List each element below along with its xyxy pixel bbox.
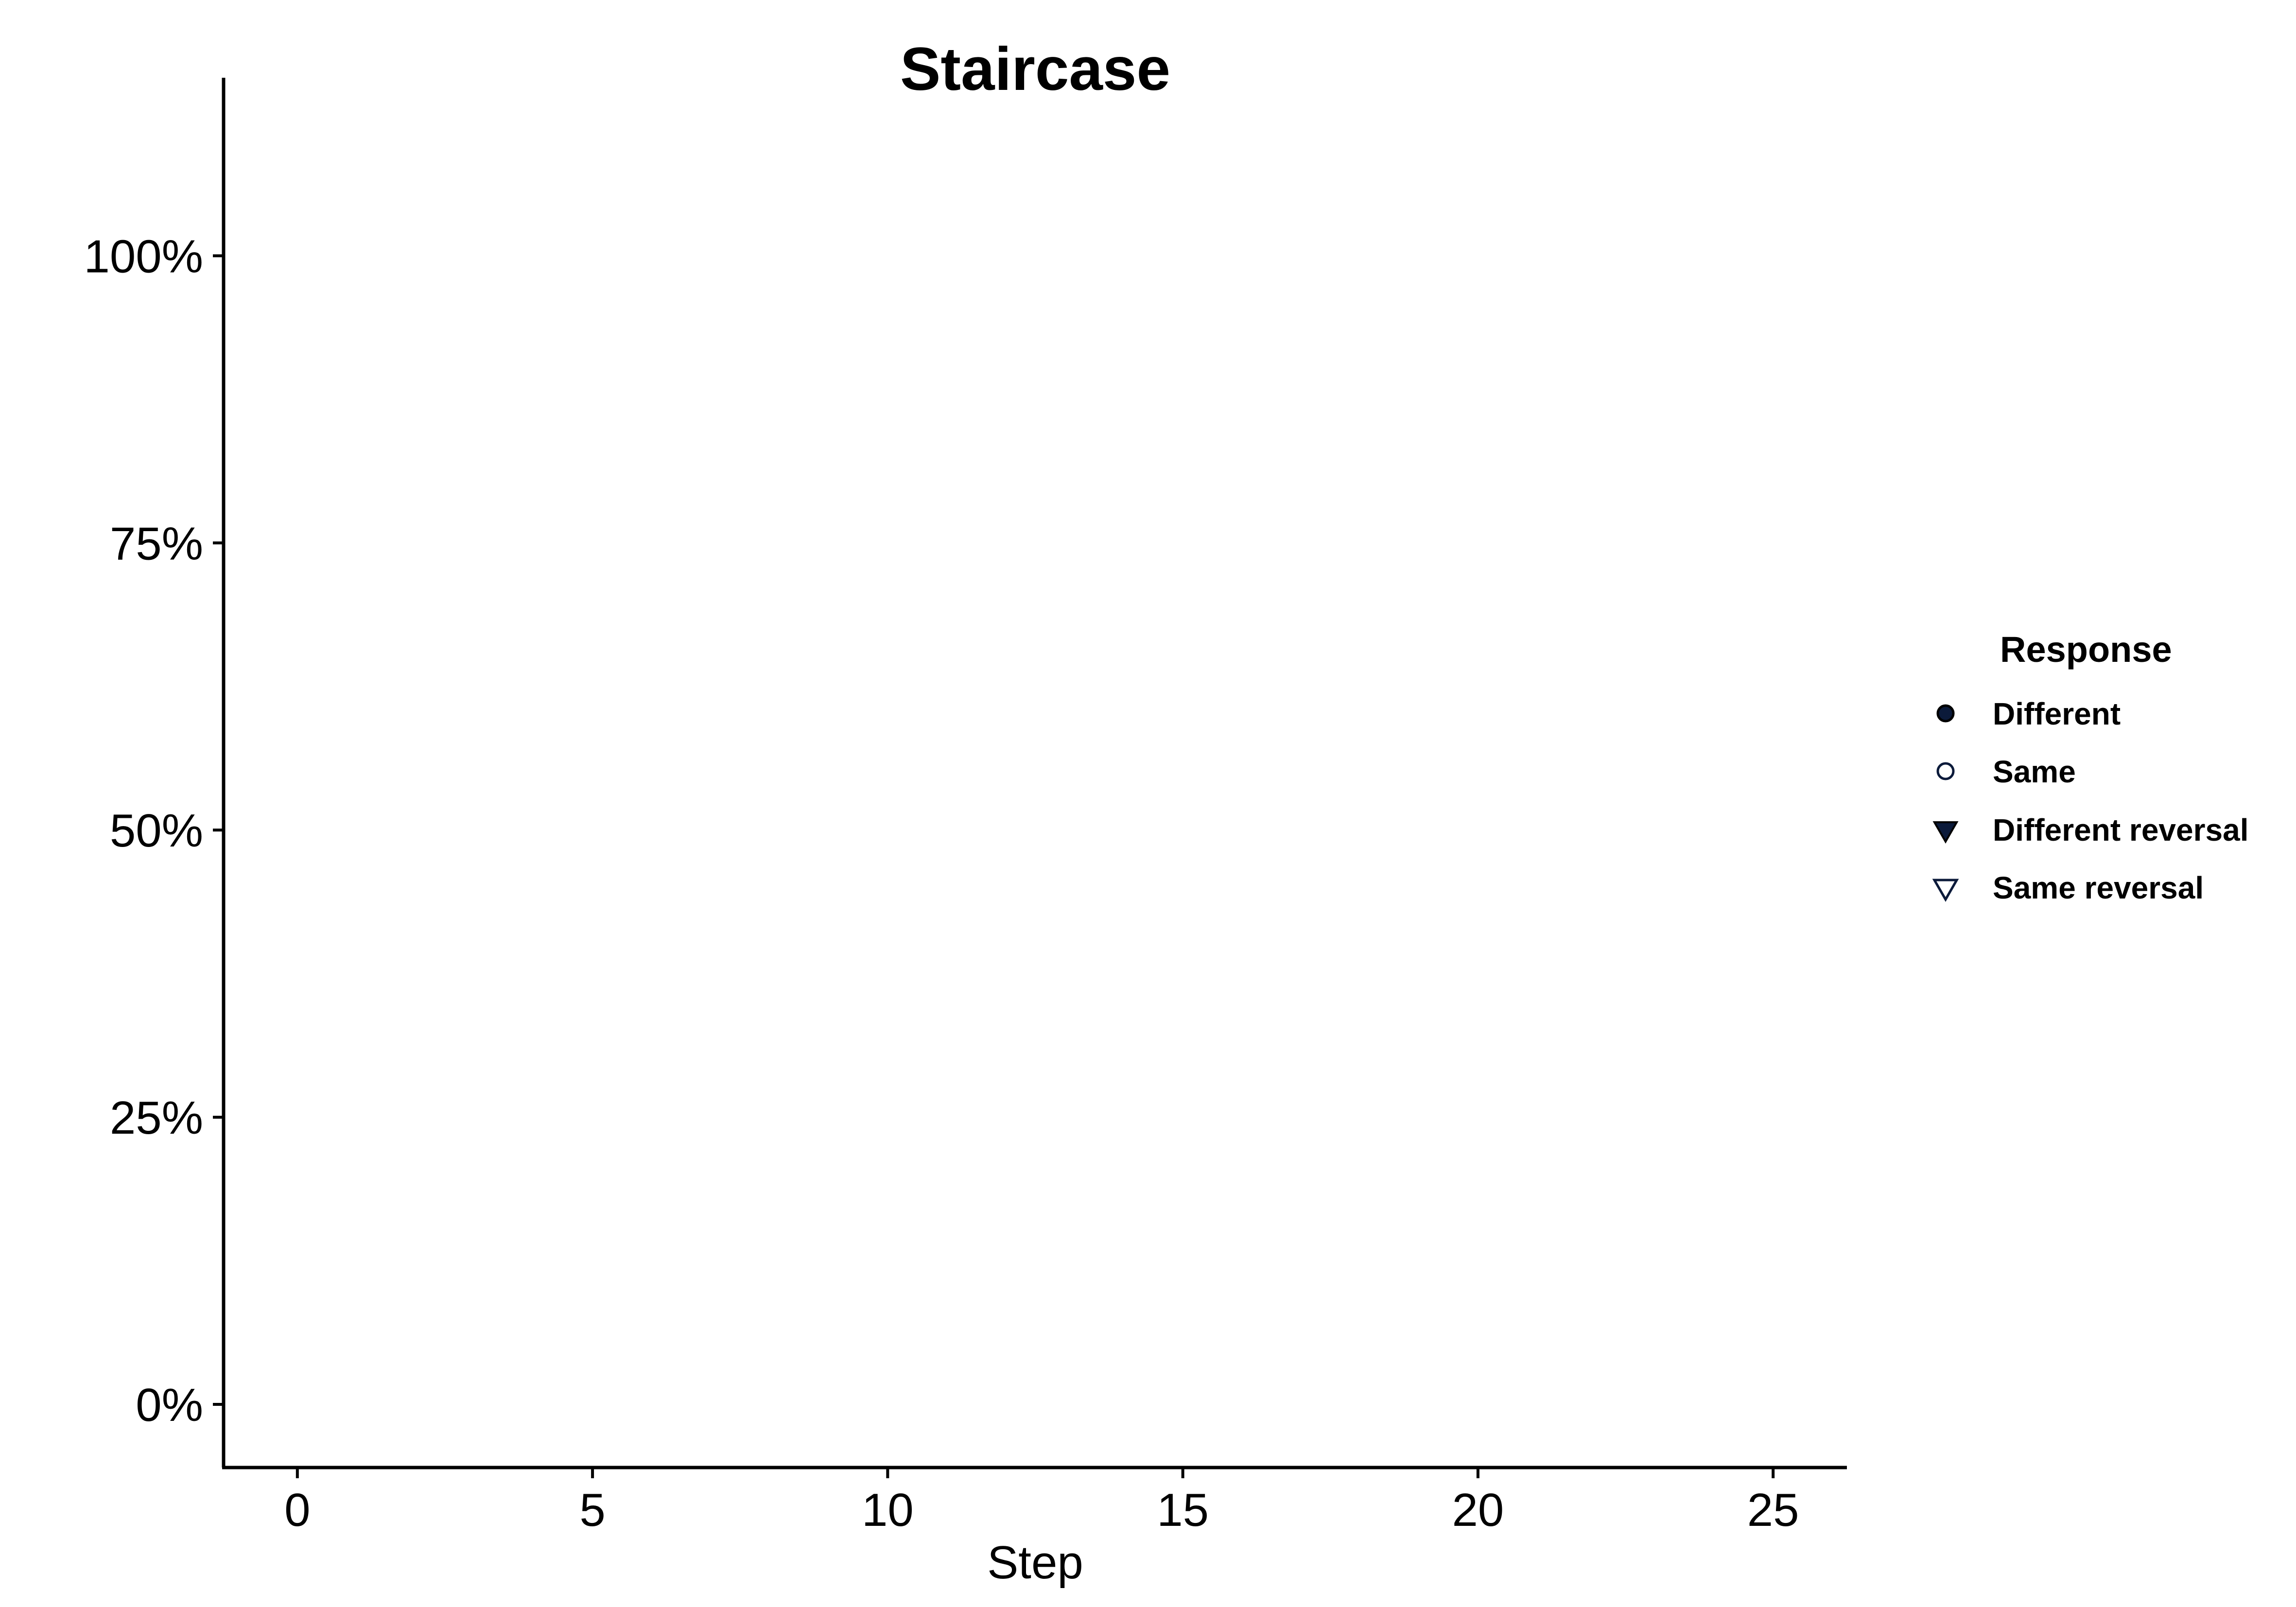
legend-open-triangle-down-icon: [1932, 879, 1959, 902]
legend-label-same: Same: [1993, 754, 2076, 789]
y-tick-label: 50%: [110, 805, 203, 857]
legend-item-different-reversal: Different reversal: [1932, 812, 2248, 847]
legend-item-same: Same: [1936, 754, 2076, 789]
legend-label-different: Different: [1993, 696, 2121, 731]
legend-label-same-reversal: Same reversal: [1993, 870, 2204, 905]
x-tick-label: 25: [1747, 1484, 1799, 1536]
legend-filled-circle-icon: [1936, 704, 1955, 723]
y-tick-label: 100%: [84, 230, 203, 282]
legend-label-different-reversal: Different reversal: [1993, 812, 2248, 847]
y-tick-label: 25%: [110, 1092, 203, 1144]
legend-title: Response: [2000, 629, 2172, 670]
plot-panel: 0% 25% 50% 75% 100% 0 5 10 15 20 25: [84, 78, 1847, 1536]
y-axis-ticks: 0% 25% 50% 75% 100%: [84, 230, 224, 1431]
x-tick-label: 10: [862, 1484, 914, 1536]
x-tick-label: 20: [1452, 1484, 1504, 1536]
x-axis-title: Step: [987, 1537, 1083, 1589]
chart-title: Staircase: [900, 35, 1170, 103]
legend-open-circle-icon: [1936, 762, 1955, 780]
y-tick-label: 0%: [136, 1379, 203, 1431]
x-tick-label: 15: [1157, 1484, 1209, 1536]
legend: Response Different Same Different revers…: [1932, 629, 2248, 905]
x-tick-label: 0: [284, 1484, 310, 1536]
y-tick-label: 75%: [110, 518, 203, 570]
x-tick-label: 5: [579, 1484, 605, 1536]
legend-item-same-reversal: Same reversal: [1932, 870, 2204, 905]
legend-item-different: Different: [1936, 696, 2121, 731]
legend-filled-triangle-down-icon: [1932, 821, 1959, 844]
x-axis-ticks: 0 5 10 15 20 25: [284, 1468, 1799, 1536]
